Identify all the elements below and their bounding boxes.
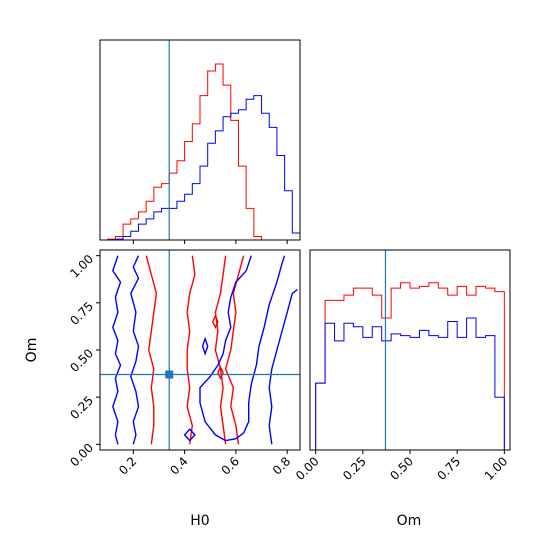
y-axis-label-om: Om [24, 338, 40, 363]
contour-blue [130, 255, 140, 445]
y-tick-label: 0.25 [67, 393, 96, 422]
x-tick-label: 0.00 [293, 454, 322, 483]
h0-histogram-panel [99, 39, 301, 244]
y-tick-label: 0.50 [67, 346, 96, 375]
x-tick-label: 0.25 [340, 454, 369, 483]
contour-red [217, 365, 224, 380]
contour-red [186, 255, 196, 445]
panel-frame [309, 249, 511, 451]
histogram-series-red [100, 63, 300, 241]
x-tick-label: 0.6 [219, 454, 242, 477]
h0-om-contour-panel: 0.2 0.4 0.6 0.8 0.00 0.25 0.50 0.75 1.00 [67, 249, 301, 478]
contour-red [214, 255, 227, 445]
x-axis-label-om: Om [397, 513, 422, 529]
contour-blue [183, 428, 196, 442]
contour-blue [201, 336, 209, 357]
x-tick-label: 0.50 [387, 454, 416, 483]
x-tick-label: 1.00 [482, 454, 511, 483]
x-tick-label: 0.8 [270, 454, 293, 477]
x-tick-label: 0.75 [434, 454, 463, 483]
contour-blue [199, 255, 286, 442]
histogram-series-blue [315, 317, 505, 450]
y-tick-label: 0.75 [67, 299, 96, 328]
panel-frame [99, 39, 301, 241]
x-tick-label: 0.4 [167, 454, 190, 477]
x-axis-label-h0: H0 [190, 513, 209, 529]
contour-red [145, 255, 158, 445]
histogram-series-red [315, 282, 505, 450]
contour-blue [112, 255, 122, 445]
contour-blue [268, 289, 298, 445]
y-tick-label: 1.00 [67, 252, 96, 281]
y-tick-label: 0.00 [67, 441, 96, 470]
truth-marker [165, 370, 174, 379]
om-histogram-panel: 0.00 0.25 0.50 0.75 1.00 [293, 249, 511, 483]
x-tick-label: 0.2 [116, 454, 139, 477]
contour-red [224, 255, 245, 445]
contour-lines [112, 255, 298, 445]
contour-red [212, 314, 219, 330]
histogram-series-blue [100, 95, 301, 241]
